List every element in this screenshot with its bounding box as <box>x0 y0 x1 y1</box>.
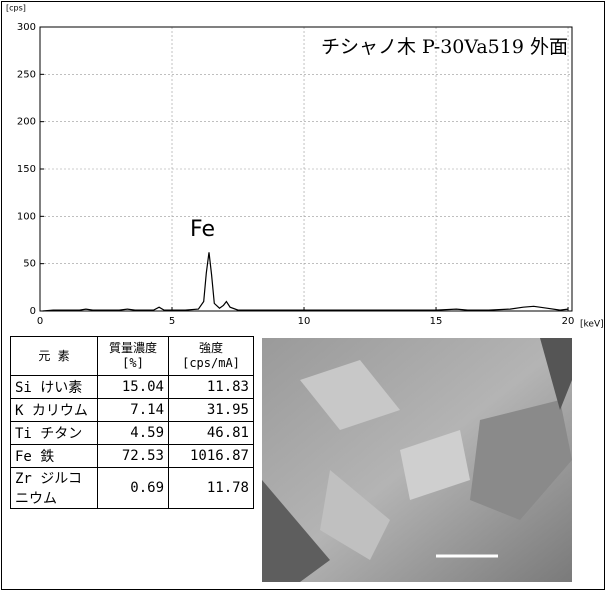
table-cell: 1016.87 <box>168 444 254 468</box>
table-row: Zr ジルコニウム 0.69 11.78 <box>10 467 254 509</box>
y-tick-label: 0 <box>30 306 36 317</box>
x-tick-label: 5 <box>169 316 175 327</box>
table-cell: 0.69 <box>97 467 169 509</box>
chart-title: チシャノ木 P-30Va519 外面 <box>321 36 568 58</box>
table-cell: 7.14 <box>97 398 169 422</box>
table-row: Ti チタン 4.59 46.81 <box>10 421 254 445</box>
x-tick-label: 10 <box>298 316 311 327</box>
y-axis-label: [cps] <box>6 4 26 13</box>
table-cell: 4.59 <box>97 421 169 445</box>
header-text: [cps/mA] <box>182 356 240 370</box>
y-tick-label: 200 <box>17 117 36 128</box>
table-cell: 72.53 <box>97 444 169 468</box>
table-cell: 11.83 <box>168 375 254 399</box>
element-table: 元 素質量濃度 [%] 強度 [cps/mA] Si けい素 15.04 11.83 K カリ… <box>10 336 254 509</box>
x-tick-label: 0 <box>37 316 43 327</box>
x-tick-label: 15 <box>430 316 443 327</box>
table-cell: Si けい素 <box>10 375 98 399</box>
header-text: 強度 <box>198 341 223 355</box>
y-tick-label: 300 <box>17 22 36 33</box>
y-tick-label: 50 <box>23 259 36 270</box>
table-cell: Zr ジルコニウム <box>10 467 98 509</box>
table-row: Fe 鉄 72.53 1016.87 <box>10 444 254 468</box>
y-tick-label: 100 <box>17 211 36 222</box>
y-tick-label: 250 <box>17 69 36 80</box>
sem-image <box>262 338 572 582</box>
header-text: 元 素 <box>38 348 70 363</box>
y-tick-label: 150 <box>17 164 36 175</box>
table-cell: Fe 鉄 <box>10 444 98 468</box>
header-cell: 質量濃度 [%] <box>97 336 169 376</box>
header-text: [%] <box>122 356 144 370</box>
header-row: 元 素質量濃度 [%] 強度 [cps/mA] <box>10 336 254 376</box>
table-cell: 46.81 <box>168 421 254 445</box>
table-cell: 15.04 <box>97 375 169 399</box>
header-cell: 元 素 <box>10 336 98 376</box>
table-row: K カリウム 7.14 31.95 <box>10 398 254 422</box>
header-text: 質量濃度 <box>108 341 157 355</box>
table-cell: Ti チタン <box>10 421 98 445</box>
table-row: Si けい素 15.04 11.83 <box>10 375 254 399</box>
x-axis-label: [keV] <box>580 320 604 330</box>
table-cell: K カリウム <box>10 398 98 422</box>
spectrum-line <box>42 252 569 312</box>
table-cell: 31.95 <box>168 398 254 422</box>
header-cell: 強度 [cps/mA] <box>168 336 254 376</box>
annotation: Fe <box>190 217 215 242</box>
table-cell: 11.78 <box>168 467 254 509</box>
x-tick-label: 20 <box>562 316 575 327</box>
